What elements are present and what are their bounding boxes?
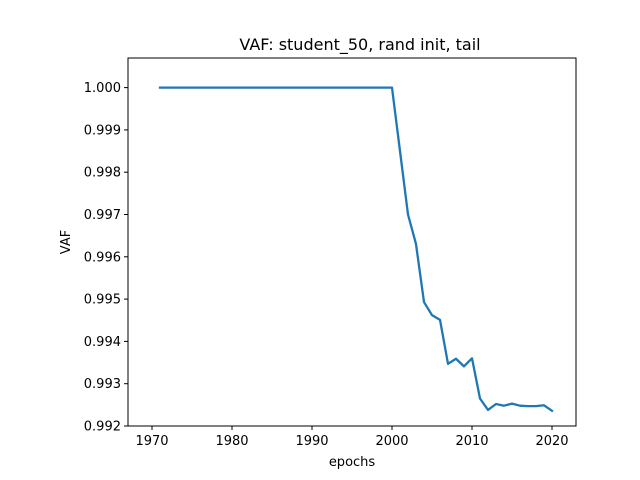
x-tick-label: 2010 (455, 434, 488, 449)
x-tick-label: 1970 (135, 434, 168, 449)
y-tick-label: 1.000 (84, 81, 121, 96)
y-tick-label: 0.995 (84, 293, 121, 308)
plot-area: 1970 1980 1990 2000 2010 2020 0.992 0.993 0.994 0… (84, 57, 577, 449)
axes-frame (127, 57, 577, 427)
series-line-0 (158, 86, 554, 413)
y-tick-label: 0.999 (84, 123, 121, 138)
chart-title: VAF: student_50, rand init, tail (239, 35, 480, 55)
y-tick-label: 0.997 (84, 208, 121, 223)
y-tick-label: 0.993 (84, 377, 121, 392)
y-axis-label: VAF (59, 230, 74, 254)
x-axis-label: epochs (329, 455, 376, 470)
x-tick-label: 2000 (375, 434, 408, 449)
y-tick-label: 0.996 (84, 250, 121, 265)
y-tick-label: 0.992 (84, 420, 121, 435)
x-tick-label: 1990 (295, 434, 328, 449)
x-tick-label: 2020 (535, 434, 568, 449)
x-tick-label: 1980 (215, 434, 248, 449)
y-tick-label: 0.994 (84, 335, 121, 350)
y-tick-label: 0.998 (84, 166, 121, 181)
